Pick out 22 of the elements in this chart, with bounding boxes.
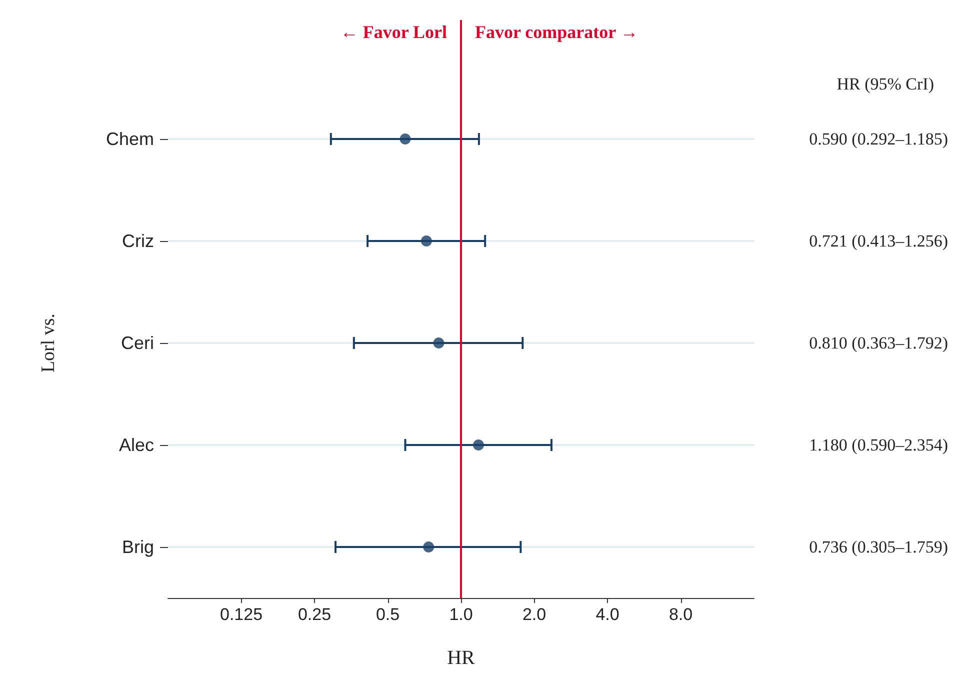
x-tick-label: 0.5: [376, 605, 400, 624]
data-label: 0.736 (0.305–1.759): [809, 538, 948, 556]
y-tick-label: Brig: [122, 537, 154, 557]
x-tick-label: 0.25: [298, 605, 332, 624]
data-label: 0.590 (0.292–1.185): [809, 130, 948, 148]
y-tick-label: Criz: [122, 231, 154, 251]
x-tick-label: 8.0: [668, 605, 693, 624]
text: HR (95% CrI): [836, 74, 934, 94]
y-axis-title: Lorl vs.: [38, 313, 59, 373]
data-label: 0.721 (0.413–1.256): [809, 232, 948, 250]
text: ← Favor Lorl: [340, 22, 447, 42]
x-tick-label: 0.125: [220, 605, 263, 624]
y-tick-label: Chem: [106, 129, 154, 149]
data-label: 1.180 (0.590–2.354): [809, 436, 948, 454]
x-tick-label: 1.0: [449, 605, 473, 624]
text: Favor comparator →: [475, 22, 638, 42]
data-label: 0.810 (0.363–1.792): [809, 334, 948, 352]
x-axis-title: HR: [447, 647, 476, 669]
y-tick-label: Alec: [118, 435, 154, 455]
y-tick-label: Ceri: [120, 333, 154, 353]
x-tick-label: 2.0: [522, 605, 546, 624]
x-tick-label: 4.0: [596, 605, 620, 624]
